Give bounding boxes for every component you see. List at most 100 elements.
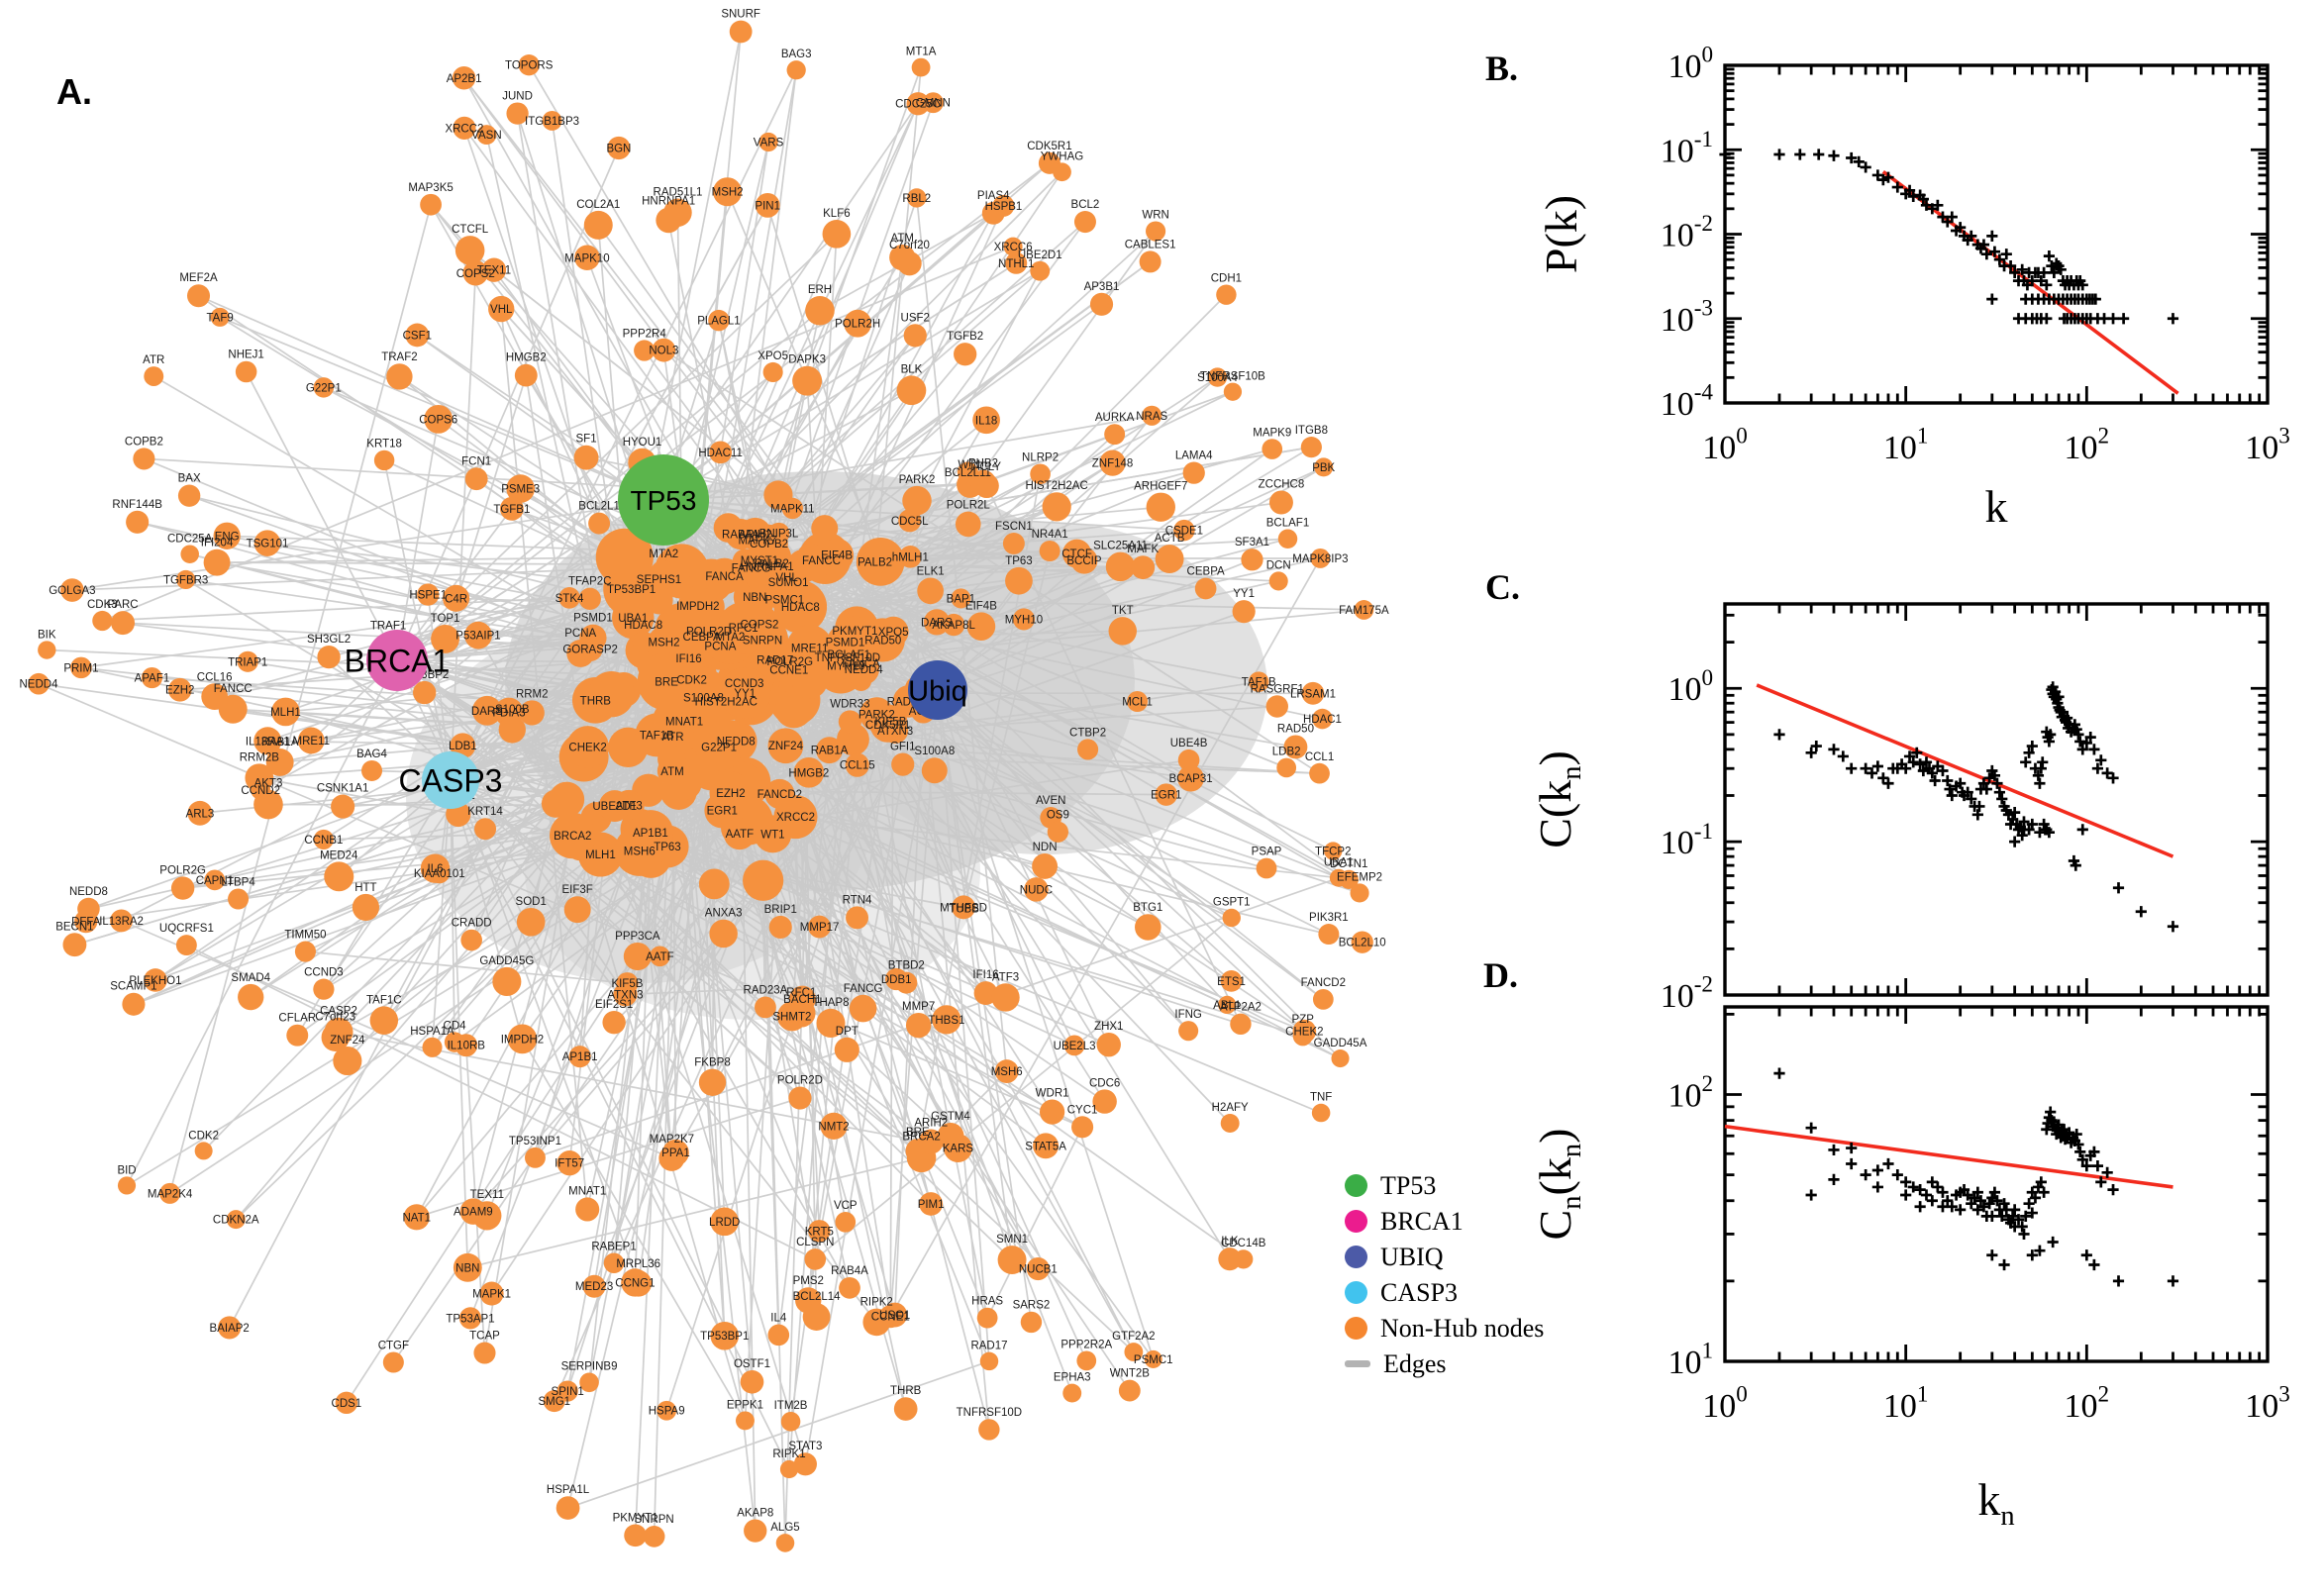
network-node — [603, 1252, 625, 1273]
network-node — [110, 909, 134, 933]
svg-text:CCND3: CCND3 — [304, 967, 344, 979]
svg-text:NBN: NBN — [743, 592, 766, 604]
svg-text:SERPINB9: SERPINB9 — [561, 1361, 618, 1373]
svg-text:CCL16: CCL16 — [197, 671, 233, 683]
network-node — [194, 1142, 213, 1160]
network-node — [506, 474, 536, 503]
svg-text:RFC1: RFC1 — [786, 987, 816, 999]
network-node — [656, 207, 681, 234]
network-node — [978, 1419, 1000, 1441]
svg-text:CDK2: CDK2 — [188, 1130, 219, 1142]
svg-text:PBK: PBK — [1312, 462, 1335, 474]
svg-text:TP53AP1: TP53AP1 — [446, 1313, 494, 1325]
svg-text:ALG5: ALG5 — [770, 1522, 799, 1534]
network-node — [556, 1496, 580, 1520]
svg-text:ARL3: ARL3 — [186, 808, 215, 820]
network-node — [294, 941, 317, 962]
svg-text:HDAC8: HDAC8 — [781, 602, 820, 614]
network-node — [1131, 555, 1156, 580]
svg-text:EPHA3: EPHA3 — [1054, 1372, 1091, 1384]
network-node — [144, 366, 164, 386]
network-node — [458, 1307, 482, 1330]
legend-label: Edges — [1383, 1348, 1447, 1378]
svg-text:TAF1B: TAF1B — [640, 730, 674, 742]
svg-text:DARS: DARS — [921, 617, 953, 629]
svg-text:ZNF148: ZNF148 — [1092, 458, 1134, 470]
network-node — [420, 193, 442, 216]
svg-text:XRCC2: XRCC2 — [445, 123, 483, 135]
network-node — [431, 624, 459, 653]
svg-text:PKMYT1: PKMYT1 — [613, 1512, 658, 1524]
network-node — [1135, 914, 1162, 941]
network-node — [144, 968, 167, 992]
svg-text:MRE11: MRE11 — [791, 644, 829, 655]
tick-label: 10-3 — [1661, 295, 1713, 338]
network-node — [317, 645, 341, 669]
network-node — [966, 612, 996, 641]
network-node — [453, 116, 476, 140]
network-node — [122, 992, 146, 1016]
svg-text:WNT2B: WNT2B — [1110, 1368, 1151, 1380]
svg-text:CDK3: CDK3 — [87, 599, 118, 611]
plot-d-ylabel: Cn(kn) — [1530, 1129, 1587, 1241]
svg-text:XRCC2: XRCC2 — [776, 812, 815, 824]
svg-text:BRE: BRE — [906, 1127, 930, 1139]
svg-text:SMN1: SMN1 — [996, 1234, 1028, 1246]
svg-text:HMGB2: HMGB2 — [788, 767, 829, 779]
svg-text:RNF144B: RNF144B — [112, 499, 162, 511]
legend-item-brca1: BRCA1 — [1345, 1208, 1544, 1235]
network-node — [568, 1046, 591, 1068]
svg-text:PSMD1: PSMD1 — [573, 613, 613, 625]
svg-text:ATM: ATM — [891, 233, 914, 245]
svg-text:RAD50: RAD50 — [1277, 724, 1314, 736]
svg-text:BTG1: BTG1 — [1133, 902, 1162, 914]
network-node — [167, 677, 192, 702]
svg-text:TEX11: TEX11 — [477, 265, 511, 277]
plot-b-ticks — [1723, 63, 2270, 405]
network-node — [834, 1037, 859, 1062]
network-node — [1339, 869, 1359, 889]
network-node — [498, 716, 526, 744]
network-node — [907, 188, 927, 208]
network-node — [578, 587, 601, 610]
svg-text:MNAT1: MNAT1 — [568, 1185, 606, 1197]
network-node — [253, 530, 281, 556]
svg-text:NEDD4: NEDD4 — [845, 664, 884, 676]
svg-text:S100A8: S100A8 — [683, 692, 724, 704]
network-node — [1314, 457, 1334, 477]
network-node — [1354, 600, 1374, 620]
svg-text:TCAP: TCAP — [469, 1330, 500, 1342]
svg-text:TP53BP1: TP53BP1 — [607, 584, 656, 596]
network-node — [905, 1012, 932, 1039]
svg-text:HDAC11: HDAC11 — [698, 448, 743, 459]
svg-text:TAF9: TAF9 — [207, 312, 234, 324]
svg-text:UBA1: UBA1 — [618, 613, 648, 625]
network-node — [253, 789, 283, 820]
svg-text:CCNB1: CCNB1 — [304, 835, 343, 847]
network-node — [226, 1210, 246, 1230]
svg-text:CDK2: CDK2 — [676, 675, 707, 687]
network-node — [1033, 1133, 1060, 1159]
network-node — [1030, 463, 1051, 485]
svg-text:VARS: VARS — [754, 137, 784, 149]
network-node — [902, 485, 932, 516]
network-node — [238, 983, 264, 1011]
svg-text:CCNE1: CCNE1 — [769, 664, 808, 676]
svg-text:BRCA2: BRCA2 — [902, 1132, 940, 1144]
network-node — [218, 1316, 242, 1340]
svg-text:HSPA1L: HSPA1L — [547, 1484, 590, 1496]
network-node — [816, 1008, 846, 1038]
network-node — [780, 1412, 801, 1432]
plot-d-frame — [1723, 1005, 2270, 1363]
network-node — [1144, 1349, 1162, 1368]
network-node — [187, 800, 213, 826]
svg-text:FANCG: FANCG — [732, 562, 771, 574]
legend-label: BRCA1 — [1380, 1206, 1464, 1236]
svg-text:UBE2L3: UBE2L3 — [1054, 1041, 1096, 1052]
network-node-labels: CCND3 CCNE1 UBA1 CDK2 PCNA NEDD8 THRB CEBPA TAF1… — [20, 9, 1389, 1535]
network-node — [808, 915, 832, 939]
svg-text:PALB2: PALB2 — [858, 557, 892, 569]
network-node — [774, 568, 802, 596]
